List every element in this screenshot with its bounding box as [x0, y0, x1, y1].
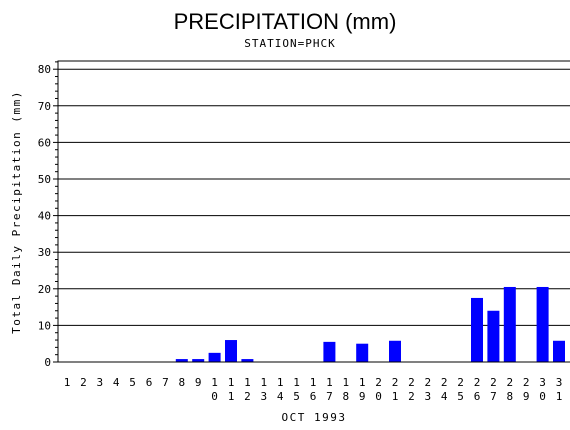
bar-day-8 — [175, 359, 188, 362]
x-tick-label: 1 — [64, 376, 71, 389]
bar-day-26 — [471, 297, 483, 362]
y-axis-label: Total Daily Precipitation (mm) — [10, 90, 23, 334]
y-tick-label: 70 — [38, 100, 51, 113]
bar-day-17 — [323, 341, 336, 362]
x-tick-label: 5 — [129, 376, 136, 389]
bar-day-12 — [241, 359, 254, 362]
y-tick-label: 0 — [44, 356, 51, 369]
x-tick-label: 3 — [96, 376, 103, 389]
bar-day-19 — [356, 343, 369, 362]
y-tick-label: 40 — [38, 210, 51, 223]
plot-frame — [57, 60, 570, 363]
x-tick-label: 6 — [146, 376, 153, 389]
chart-subtitle: STATION=PHCK — [244, 37, 335, 50]
minor-ticks — [53, 61, 58, 363]
y-tick-label: 30 — [38, 246, 51, 259]
gridlines — [58, 68, 570, 326]
x-tick-labels: 1 2 3 4 5 6 7 8 9 1 01 11 21 31 41 51 61 71 81 92 02 12 22 32 42… — [64, 376, 563, 403]
x-tick-label: 4 — [113, 376, 120, 389]
bar-day-9 — [192, 359, 205, 362]
bar-day-28 — [503, 286, 516, 362]
chart-title: PRECIPITATION (mm) — [174, 9, 397, 34]
x-tick-label: 7 — [162, 376, 169, 389]
x-tick-label: 8 — [178, 376, 185, 389]
y-tick-label: 80 — [38, 63, 51, 76]
y-tick-labels: 0 10 20 30 40 50 60 70 80 — [38, 63, 51, 369]
y-tick-label: 50 — [38, 173, 51, 186]
y-tick-label: 20 — [38, 283, 51, 296]
bars — [175, 286, 565, 362]
x-axis-label: OCT 1993 — [282, 411, 347, 424]
bar-day-21 — [389, 340, 401, 362]
x-tick-label: 9 — [195, 376, 202, 389]
bar-day-30 — [536, 286, 549, 362]
bar-day-27 — [487, 310, 500, 362]
x-tick-label: 2 — [80, 376, 87, 389]
y-tick-label: 60 — [38, 136, 51, 149]
bar-day-31 — [553, 340, 565, 362]
y-tick-label: 10 — [38, 319, 51, 332]
bar-day-11 — [225, 340, 237, 362]
bar-day-10 — [208, 352, 221, 362]
